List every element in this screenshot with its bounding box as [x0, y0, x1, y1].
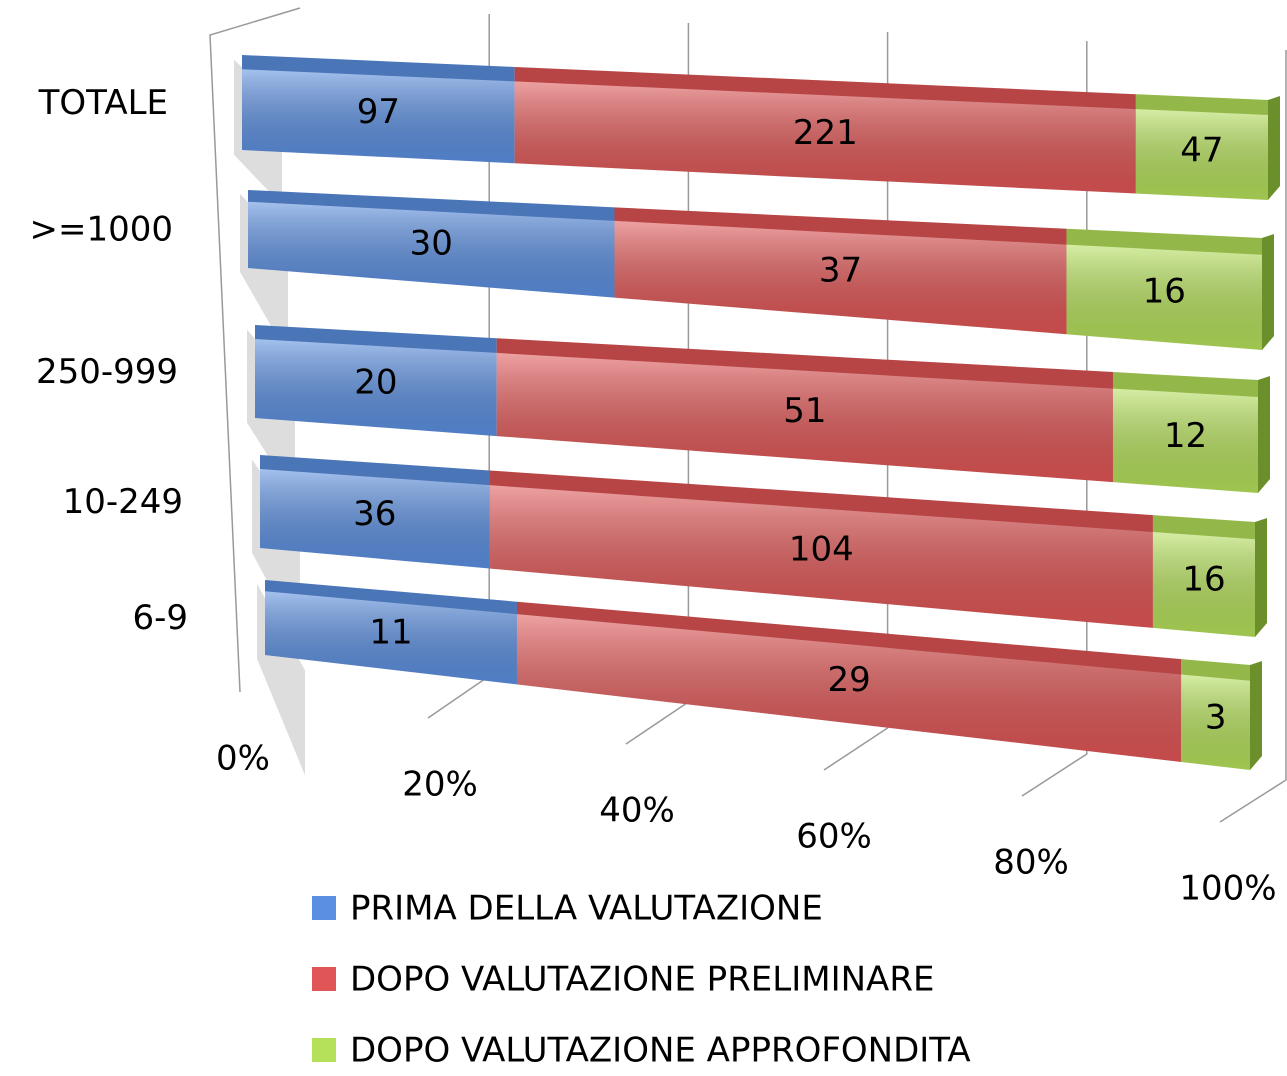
data-label: 104	[789, 529, 854, 569]
bar-top	[260, 455, 490, 486]
bar-top	[1066, 228, 1262, 255]
data-label: 3	[1205, 698, 1227, 738]
bar-shine	[614, 220, 1067, 335]
data-label: 51	[783, 391, 826, 431]
legend-swatch	[312, 896, 336, 920]
bar-side	[1262, 234, 1274, 350]
bar-side	[1258, 376, 1270, 493]
data-label: 221	[793, 113, 858, 153]
bar-shine	[1152, 532, 1255, 637]
data-label: 37	[819, 250, 862, 290]
bar-shine	[1181, 674, 1250, 770]
x-tick-label: 60%	[796, 817, 872, 857]
x-tick-label: 100%	[1179, 869, 1276, 909]
bar-side	[1250, 661, 1262, 770]
bar-shine	[1066, 244, 1262, 350]
x-tick-label: 40%	[599, 791, 675, 831]
legend-swatch	[312, 967, 336, 991]
y-tick-label: TOTALE	[38, 83, 168, 123]
bar-shine	[1135, 109, 1268, 200]
bar-top	[614, 207, 1067, 245]
bar-shine	[260, 468, 490, 569]
x-tick-label: 80%	[993, 843, 1069, 883]
bar-top	[496, 338, 1113, 389]
bar-side	[1268, 96, 1280, 200]
bar-top	[248, 190, 615, 221]
legend-label: DOPO VALUTAZIONE APPROFONDITA	[350, 1031, 971, 1071]
x-tick-label: 0%	[216, 739, 270, 779]
legend-label: DOPO VALUTAZIONE PRELIMINARE	[350, 960, 934, 1000]
bar-shine	[248, 201, 615, 298]
legend-label: PRIMA DELLA VALUTAZIONE	[350, 889, 823, 929]
left-wall	[209, 7, 301, 693]
bar-top	[265, 580, 517, 615]
data-label: 36	[353, 494, 396, 534]
bar-top	[1112, 372, 1258, 397]
bar-shine	[489, 485, 1153, 628]
data-label: 20	[354, 363, 397, 403]
bar-top	[255, 325, 497, 353]
y-tick-label: 10-249	[63, 482, 183, 522]
data-label: 12	[1164, 416, 1207, 456]
bar-top	[242, 55, 515, 82]
bar-top	[516, 601, 1182, 675]
bar-shine	[514, 81, 1136, 194]
bar-shine	[242, 69, 515, 164]
y-tick-label: 250-999	[36, 352, 178, 392]
data-label: 30	[410, 223, 453, 263]
bar-top	[489, 470, 1153, 533]
data-label: 16	[1143, 272, 1186, 312]
bar-shine	[265, 591, 517, 685]
bar-shine	[496, 352, 1113, 483]
data-label: 97	[357, 92, 400, 132]
data-label: 29	[827, 660, 870, 700]
bar-top	[514, 66, 1136, 110]
legend-swatch	[312, 1038, 336, 1062]
x-tick-label: 20%	[402, 765, 478, 805]
bar-top	[1181, 659, 1250, 681]
bar-shine	[255, 338, 497, 437]
data-label: 11	[369, 613, 412, 653]
data-label: 47	[1180, 130, 1223, 170]
grid-line	[1219, 50, 1287, 823]
bar-side	[1255, 518, 1267, 637]
bar-shine	[516, 614, 1182, 762]
y-tick-label: >=1000	[29, 210, 173, 250]
data-label: 16	[1182, 560, 1225, 600]
bar-shine	[1112, 388, 1258, 493]
bar-top	[1135, 94, 1268, 115]
bar-top	[1152, 515, 1255, 540]
y-tick-label: 6-9	[132, 598, 188, 638]
